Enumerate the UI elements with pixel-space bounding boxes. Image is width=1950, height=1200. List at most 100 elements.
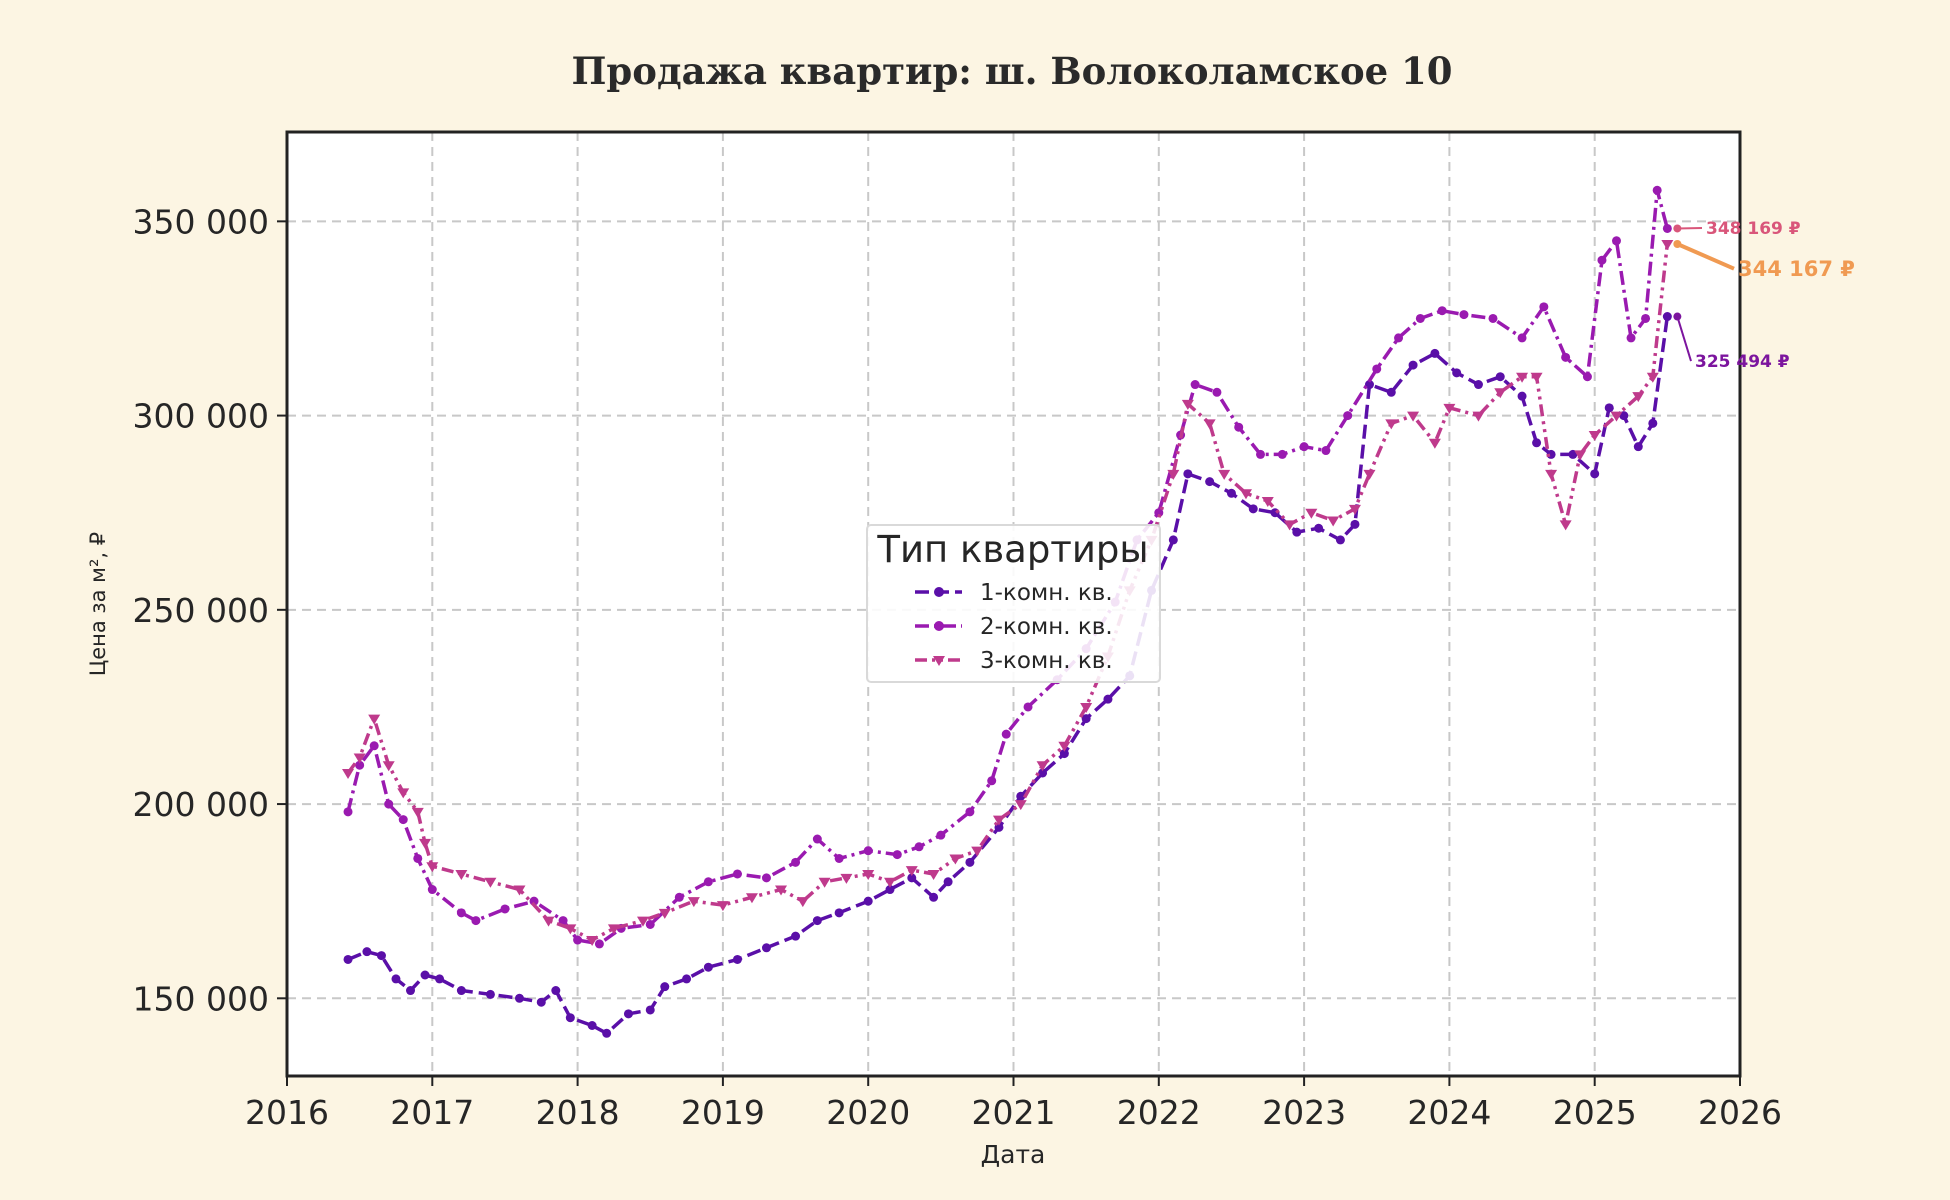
annotation-2: 344 167 ₽ bbox=[1673, 240, 1855, 281]
data-point bbox=[1530, 372, 1543, 383]
data-point bbox=[914, 842, 924, 852]
x-axis-label: Дата bbox=[981, 1140, 1046, 1169]
data-point bbox=[1203, 419, 1216, 430]
data-point bbox=[607, 924, 620, 935]
y-tick-label: 300 000 bbox=[133, 397, 269, 436]
legend-entries: 1-комн. кв. 2-комн. кв. 3-комн. кв. bbox=[915, 580, 1113, 674]
annotation-arrow bbox=[1676, 242, 1735, 271]
data-point bbox=[485, 989, 495, 999]
data-point bbox=[594, 939, 604, 949]
data-point bbox=[455, 869, 468, 880]
data-point bbox=[1517, 333, 1527, 343]
data-point bbox=[1305, 508, 1318, 519]
data-point bbox=[369, 741, 379, 751]
data-point bbox=[1488, 313, 1498, 323]
data-point bbox=[834, 908, 844, 918]
series-line bbox=[347, 316, 1670, 1036]
data-point bbox=[971, 846, 984, 857]
data-point bbox=[791, 931, 801, 941]
legend-marker bbox=[934, 587, 944, 597]
data-point bbox=[435, 974, 445, 984]
data-point bbox=[1646, 372, 1659, 383]
data-point bbox=[1335, 535, 1345, 545]
data-point bbox=[1626, 333, 1636, 343]
annotation-1: 348 169 ₽ bbox=[1673, 219, 1801, 239]
data-point bbox=[745, 893, 758, 904]
data-point bbox=[687, 897, 700, 908]
data-point bbox=[420, 970, 430, 980]
data-point bbox=[514, 993, 524, 1003]
data-point bbox=[542, 916, 555, 927]
data-point bbox=[1205, 477, 1215, 487]
data-point bbox=[1610, 411, 1623, 422]
legend-entry-3: 3-комн. кв. bbox=[915, 648, 1113, 674]
legend: Тип квартиры 1-комн. кв. 2-комн. кв. 3-ком… bbox=[866, 524, 1161, 683]
data-point bbox=[732, 954, 742, 964]
data-point bbox=[1473, 380, 1483, 390]
data-point bbox=[1023, 702, 1033, 712]
chart-title: Продажа квартир: ш. Волоколамское 10 bbox=[571, 49, 1452, 93]
data-point bbox=[863, 846, 873, 856]
data-point bbox=[1430, 348, 1440, 358]
data-point bbox=[1641, 313, 1651, 323]
data-point bbox=[732, 869, 742, 879]
data-point bbox=[1327, 516, 1340, 527]
data-point bbox=[1283, 520, 1296, 531]
data-point bbox=[1080, 702, 1093, 713]
data-point bbox=[376, 951, 386, 961]
data-point bbox=[1661, 240, 1674, 251]
data-point bbox=[1058, 741, 1071, 752]
data-point bbox=[1218, 469, 1231, 480]
data-point bbox=[411, 807, 424, 818]
data-point bbox=[500, 904, 510, 914]
data-point bbox=[1494, 388, 1507, 399]
data-point bbox=[1517, 391, 1527, 401]
data-point bbox=[949, 854, 962, 865]
data-point bbox=[1539, 302, 1549, 312]
x-tick-label: 2016 bbox=[245, 1093, 329, 1132]
data-point bbox=[536, 997, 546, 1007]
data-point bbox=[965, 857, 975, 867]
data-point bbox=[1604, 403, 1614, 413]
annotation-arrow bbox=[1676, 316, 1692, 362]
data-point bbox=[1212, 387, 1222, 397]
data-point bbox=[368, 714, 381, 725]
data-point bbox=[862, 869, 875, 880]
data-point bbox=[551, 986, 561, 996]
data-point bbox=[391, 974, 401, 984]
series-3 bbox=[342, 240, 1674, 947]
x-tick-label: 2026 bbox=[1698, 1093, 1782, 1132]
x-tick-label: 2019 bbox=[681, 1093, 765, 1132]
legend-marker bbox=[933, 656, 945, 666]
data-point bbox=[929, 892, 939, 902]
data-point bbox=[586, 936, 599, 947]
data-point bbox=[1036, 761, 1049, 772]
data-point bbox=[398, 815, 408, 825]
data-point bbox=[426, 862, 439, 873]
series-layer bbox=[342, 185, 1674, 1038]
data-point bbox=[645, 1005, 655, 1015]
x-tick-label: 2020 bbox=[826, 1093, 910, 1132]
data-point bbox=[1385, 419, 1398, 430]
data-point bbox=[1167, 469, 1180, 480]
data-point bbox=[513, 885, 526, 896]
legend-entry-1: 1-комн. кв. bbox=[915, 580, 1113, 606]
data-point bbox=[716, 901, 729, 912]
data-point bbox=[1363, 469, 1376, 480]
legend-label: 2-комн. кв. bbox=[980, 614, 1113, 640]
data-point bbox=[406, 986, 416, 996]
data-point bbox=[1343, 411, 1353, 421]
data-point bbox=[1299, 442, 1309, 452]
x-tick-label: 2017 bbox=[390, 1093, 474, 1132]
data-point bbox=[892, 850, 902, 860]
data-point bbox=[645, 919, 655, 929]
data-point bbox=[1059, 749, 1069, 759]
data-point bbox=[660, 982, 670, 992]
data-point bbox=[1662, 312, 1672, 322]
annotation-arrowhead bbox=[1673, 240, 1682, 249]
series-1 bbox=[343, 312, 1672, 1038]
data-point bbox=[863, 896, 873, 906]
data-point bbox=[1532, 438, 1542, 448]
legend-title: Тип квартиры bbox=[876, 528, 1148, 571]
data-point bbox=[775, 885, 788, 896]
